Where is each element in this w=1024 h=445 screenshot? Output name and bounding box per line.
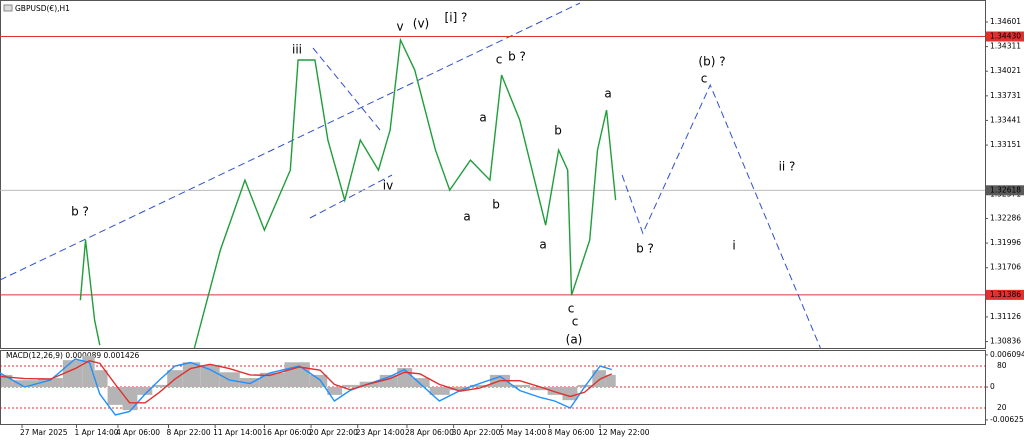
histogram-bar (107, 387, 123, 405)
price-panel (0, 0, 986, 349)
histogram-bar (12, 380, 38, 387)
x-tick-label: 5 May 14:00 (500, 428, 547, 437)
y-tick-label: 1.33151 (990, 140, 1021, 149)
histogram-bar (429, 387, 450, 395)
price-line (79, 37, 617, 349)
x-tick-label: 20 Apr 22:00 (309, 428, 358, 437)
y-tick-label: 1.31706 (990, 263, 1021, 272)
x-tick-label: 11 Apr 14:00 (213, 428, 262, 437)
y-tick-label: 1.33441 (990, 115, 1021, 124)
oscillator-line (0, 358, 612, 416)
wave-label: iv (383, 179, 393, 193)
projection-line (621, 83, 821, 349)
signal-line (0, 359, 613, 404)
trend-lines (0, 2, 581, 281)
channel-line (0, 2, 581, 281)
histogram-bar (182, 362, 201, 387)
histogram-bar (412, 378, 430, 387)
wedge-line (309, 174, 393, 219)
x-tick-label: 28 Apr 06:00 (405, 428, 454, 437)
level-label-box (986, 31, 1024, 42)
histogram-bar (397, 368, 413, 387)
y-tick-label: 1.32286 (990, 213, 1021, 222)
wave-label: (b) ? (698, 55, 725, 69)
histogram-bar (327, 387, 343, 395)
macd-tick-label: 0.006094 (990, 350, 1024, 359)
y-tick-label: 1.31126 (990, 312, 1021, 321)
wave-label: a (539, 238, 546, 252)
wave-label: v (396, 20, 403, 34)
y-tick-label: 1.34311 (990, 42, 1021, 51)
histogram-bar (449, 387, 470, 391)
histogram-bar (530, 387, 548, 391)
wave-label: c (572, 315, 579, 329)
wave-label: c (496, 53, 503, 67)
x-tick-label: 30 Apr 22:00 (452, 428, 501, 437)
y-tick-label: 1.33731 (990, 91, 1021, 100)
histogram-bar (122, 387, 138, 411)
level-label: 1.31386 (990, 290, 1021, 299)
y-tick-label: 1.34021 (990, 66, 1021, 75)
symbol-icon (3, 4, 13, 12)
level-label: 1.34430 (990, 31, 1021, 40)
wave-label: c (701, 72, 708, 86)
y-tick-label: 1.34601 (990, 17, 1021, 26)
wave-label: ii ? (779, 160, 796, 174)
wave-label: (v) (413, 17, 429, 31)
wedge-line (312, 47, 381, 131)
histogram-bar (200, 364, 220, 387)
wave-label: [i] ? (445, 11, 468, 25)
wave-label: iii (292, 43, 302, 57)
histogram-bar (342, 384, 360, 387)
histogram-bar (562, 387, 578, 401)
histogram-bar (259, 372, 285, 387)
histogram-bar (37, 378, 63, 387)
wave-label: b ? (71, 205, 89, 219)
level-label-box (986, 289, 1024, 300)
wave-label: i (732, 239, 735, 253)
x-tick-label: 8 Apr 22:00 (166, 428, 210, 437)
wave-label: a (463, 210, 470, 224)
histogram-bar (605, 374, 616, 387)
wave-label: b (492, 198, 500, 212)
histogram-bar (309, 374, 328, 387)
histogram-bar (137, 387, 153, 395)
y-tick-label: 1.31996 (990, 238, 1021, 247)
x-tick-label: 16 Apr 06:00 (262, 428, 311, 437)
histogram-bar (94, 370, 108, 387)
y-tick-label: 1.30836 (990, 337, 1021, 346)
current-price-box (986, 185, 1024, 196)
chart-title: GBPUSD(€),H1 (15, 4, 70, 13)
macd-label: MACD(12,26,9) 0.000089 0.001426 (6, 351, 140, 360)
histogram-bar (1, 374, 13, 387)
wave-label: c (568, 302, 575, 316)
histogram-bar (509, 384, 531, 387)
histogram-bar (152, 384, 168, 387)
x-tick-label: 12 May 22:00 (598, 428, 650, 437)
wave-label: (a) (566, 333, 583, 347)
wave-label: b ? (508, 50, 526, 64)
x-tick-label: 4 Apr 06:00 (116, 428, 160, 437)
macd-tick-label: 0 (990, 382, 995, 391)
histogram-bar (469, 384, 490, 387)
wave-label: b (554, 124, 562, 138)
x-tick-label: 1 Apr 14:00 (74, 428, 118, 437)
oscillator-tick-label: 80 (997, 361, 1007, 370)
wave-label: b ? (636, 242, 654, 256)
histogram-bar (239, 378, 260, 387)
histogram-bar (62, 360, 83, 387)
wave-label: a (479, 111, 486, 125)
oscillator-tick-label: 20 (997, 403, 1007, 412)
x-tick-label: 27 Mar 2025 (20, 428, 68, 437)
histogram-bar (547, 387, 563, 395)
x-tick-label: 8 May 06:00 (548, 428, 595, 437)
wave-label: a (604, 87, 611, 101)
x-tick-label: 23 Apr 14:00 (356, 428, 405, 437)
current-price-label: 1.32618 (990, 185, 1021, 194)
macd-tick-label: -0.006254 (990, 415, 1024, 424)
